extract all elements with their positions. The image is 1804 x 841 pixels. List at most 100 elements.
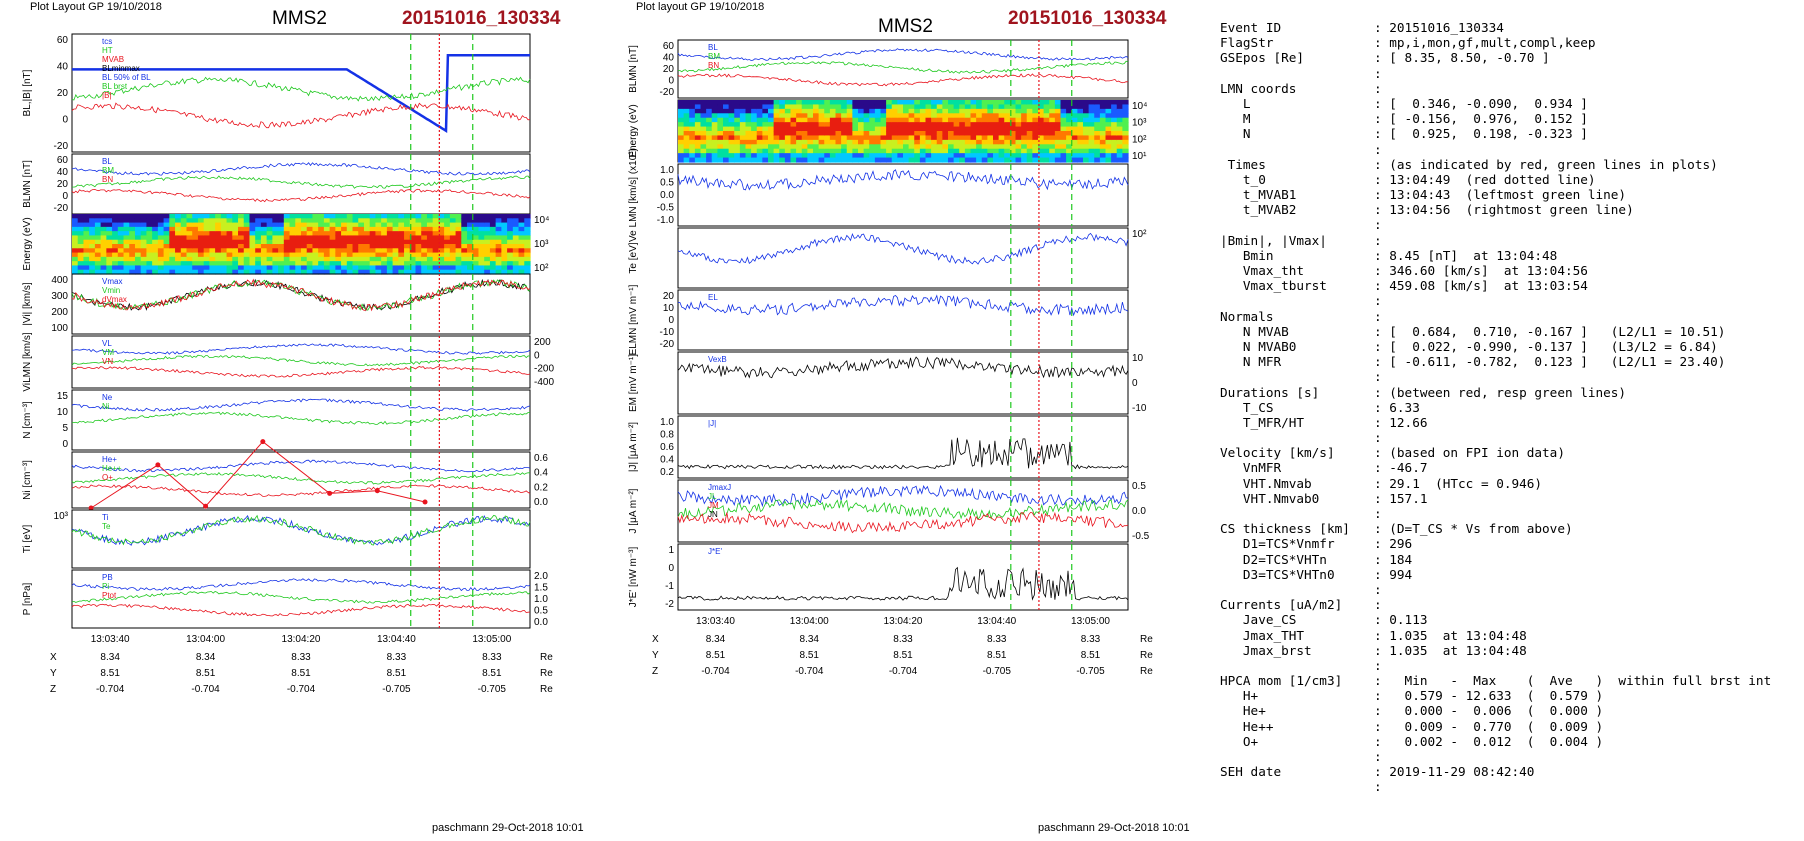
- heatmap-cell: [94, 226, 102, 232]
- heatmap-cell: [106, 265, 113, 271]
- heatmap-cell: [426, 244, 434, 249]
- heatmap-cell: [1043, 108, 1050, 114]
- heatmap-cell: [255, 244, 262, 249]
- heatmap-cell: [858, 148, 865, 154]
- heatmap-cell: [323, 231, 331, 237]
- heatmap-cell: [112, 256, 119, 262]
- heatmap-cell: [846, 153, 853, 159]
- series-line: [90, 441, 426, 509]
- time-tick-label: 13:04:00: [790, 616, 829, 627]
- heatmap-cell: [426, 235, 434, 241]
- heatmap-cell: [998, 157, 1005, 163]
- heatmap-cell: [773, 100, 780, 106]
- heatmap-cell: [134, 222, 142, 228]
- heatmap-cell: [444, 222, 451, 228]
- heatmap-cell: [283, 269, 291, 275]
- heatmap-cell: [375, 214, 382, 219]
- heatmap-cell: [157, 256, 165, 262]
- heatmap-cell: [728, 126, 735, 132]
- orbit-value: 8.33: [482, 652, 502, 663]
- axis-label: |J| [μA m⁻²]: [628, 422, 639, 472]
- heatmap-cell: [175, 265, 182, 271]
- heatmap-cell: [186, 231, 193, 237]
- heatmap-cell: [444, 244, 451, 249]
- heatmap-cell: [801, 126, 808, 132]
- heatmap-cell: [964, 126, 972, 132]
- heatmap-cell: [1054, 126, 1062, 132]
- heatmap-cell: [880, 126, 887, 132]
- heatmap-cell: [192, 252, 199, 258]
- summary-row: Durations [s]: (between red, resp green …: [1220, 385, 1771, 400]
- heatmap-cell: [478, 235, 485, 241]
- heatmap-cell: [352, 269, 359, 275]
- heatmap-cell: [919, 157, 927, 163]
- summary-row: Jmax_brst: 1.035 at 13:04:48: [1220, 643, 1771, 658]
- heatmap-cell: [249, 248, 256, 254]
- heatmap-cell: [717, 122, 724, 128]
- panel-frame: [677, 163, 1129, 227]
- heatmap-cell: [1038, 104, 1045, 110]
- heatmap-cell: [369, 226, 377, 232]
- heatmap-cell: [209, 214, 216, 219]
- heatmap-cell: [1071, 117, 1078, 123]
- heatmap-cell: [880, 122, 887, 128]
- orbit-row-label: X: [50, 652, 57, 663]
- heatmap-cell: [157, 214, 165, 219]
- summary-value: :: [1374, 779, 1382, 795]
- legend-entry: VN: [102, 357, 113, 366]
- heatmap-cell: [329, 239, 336, 245]
- heatmap-cell: [478, 269, 485, 275]
- heatmap-cell: [824, 157, 831, 163]
- heatmap-cell: [711, 153, 718, 159]
- heatmap-cell: [813, 117, 820, 123]
- heatmap-cell: [94, 265, 102, 271]
- heatmap-cell: [1111, 144, 1118, 150]
- heatmap-cell: [220, 256, 228, 262]
- heatmap-cell: [829, 117, 837, 123]
- heatmap-cell: [524, 226, 531, 232]
- heatmap-cell: [925, 135, 932, 141]
- heatmap-cell: [981, 100, 988, 106]
- heatmap-cell: [784, 153, 792, 159]
- heatmap-cell: [295, 239, 302, 245]
- heatmap-cell: [392, 261, 399, 267]
- heatmap-cell: [243, 252, 251, 258]
- heatmap-cell: [1038, 122, 1045, 128]
- heatmap-cell: [1015, 157, 1022, 163]
- heatmap-cell: [1088, 139, 1095, 145]
- heatmap-cell: [197, 231, 205, 237]
- summary-row: :: [1220, 293, 1771, 308]
- heatmap-cell: [1043, 139, 1050, 145]
- heatmap-cell: [72, 222, 79, 228]
- heatmap-cell: [784, 144, 792, 150]
- heatmap-cell: [449, 256, 457, 262]
- heatmap-cell: [773, 122, 780, 128]
- heatmap-cell: [678, 117, 685, 123]
- series-line: [71, 514, 531, 546]
- heatmap-cell: [756, 122, 763, 128]
- heatmap-cell: [723, 157, 730, 163]
- heatmap-cell: [495, 222, 502, 228]
- heatmap-cell: [72, 269, 79, 275]
- heatmap-cell: [472, 218, 480, 224]
- heatmap-cell: [100, 214, 107, 219]
- heatmap-cell: [773, 104, 780, 110]
- heatmap-cell: [232, 239, 239, 245]
- heatmap-cell: [1015, 131, 1022, 137]
- heatmap-cell: [987, 122, 994, 128]
- heatmap-cell: [421, 239, 428, 245]
- heatmap-cell: [243, 226, 251, 232]
- heatmap-cell: [1094, 113, 1101, 119]
- panel-R3: Ve LMN [km/s] (x10³) 1.00.50.0-0.5-1.0: [628, 148, 1129, 242]
- heatmap-cell: [518, 248, 525, 254]
- heatmap-cell: [455, 214, 462, 219]
- heatmap-cell: [404, 261, 411, 267]
- heatmap-cell: [398, 256, 405, 262]
- summary-value: :: [1374, 80, 1382, 96]
- heatmap-cell: [1116, 157, 1123, 163]
- heatmap-cell: [106, 218, 113, 224]
- tick-label: 10²: [1132, 134, 1147, 145]
- heatmap-cell: [1060, 144, 1067, 150]
- heatmap-cell: [467, 265, 474, 271]
